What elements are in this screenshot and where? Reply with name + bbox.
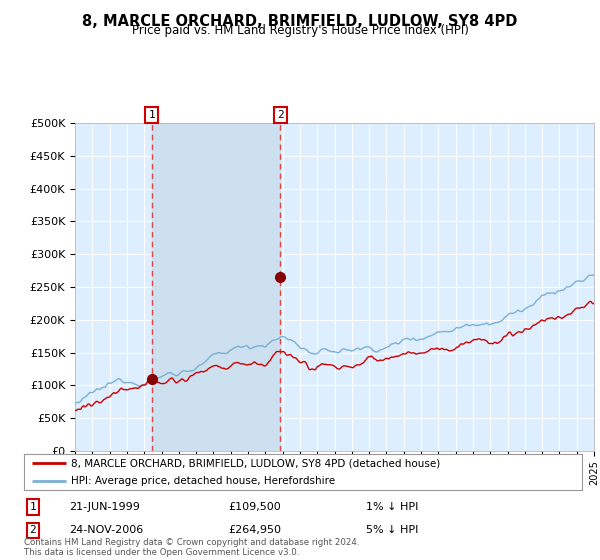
Text: Contains HM Land Registry data © Crown copyright and database right 2024.
This d: Contains HM Land Registry data © Crown c… [24, 538, 359, 557]
Text: 8, MARCLE ORCHARD, BRIMFIELD, LUDLOW, SY8 4PD (detached house): 8, MARCLE ORCHARD, BRIMFIELD, LUDLOW, SY… [71, 459, 440, 468]
Text: 1: 1 [148, 110, 155, 120]
Text: £109,500: £109,500 [228, 502, 281, 512]
Bar [152, 123, 280, 451]
Text: 1% ↓ HPI: 1% ↓ HPI [366, 502, 418, 512]
Text: 2: 2 [29, 525, 37, 535]
Text: 21-JUN-1999: 21-JUN-1999 [69, 502, 140, 512]
Text: £264,950: £264,950 [228, 525, 281, 535]
Text: 24-NOV-2006: 24-NOV-2006 [69, 525, 143, 535]
Text: 5% ↓ HPI: 5% ↓ HPI [366, 525, 418, 535]
Text: 8, MARCLE ORCHARD, BRIMFIELD, LUDLOW, SY8 4PD: 8, MARCLE ORCHARD, BRIMFIELD, LUDLOW, SY… [82, 14, 518, 29]
Text: HPI: Average price, detached house, Herefordshire: HPI: Average price, detached house, Here… [71, 476, 335, 486]
Text: 2: 2 [277, 110, 284, 120]
Text: Price paid vs. HM Land Registry's House Price Index (HPI): Price paid vs. HM Land Registry's House … [131, 24, 469, 37]
Text: 1: 1 [29, 502, 37, 512]
